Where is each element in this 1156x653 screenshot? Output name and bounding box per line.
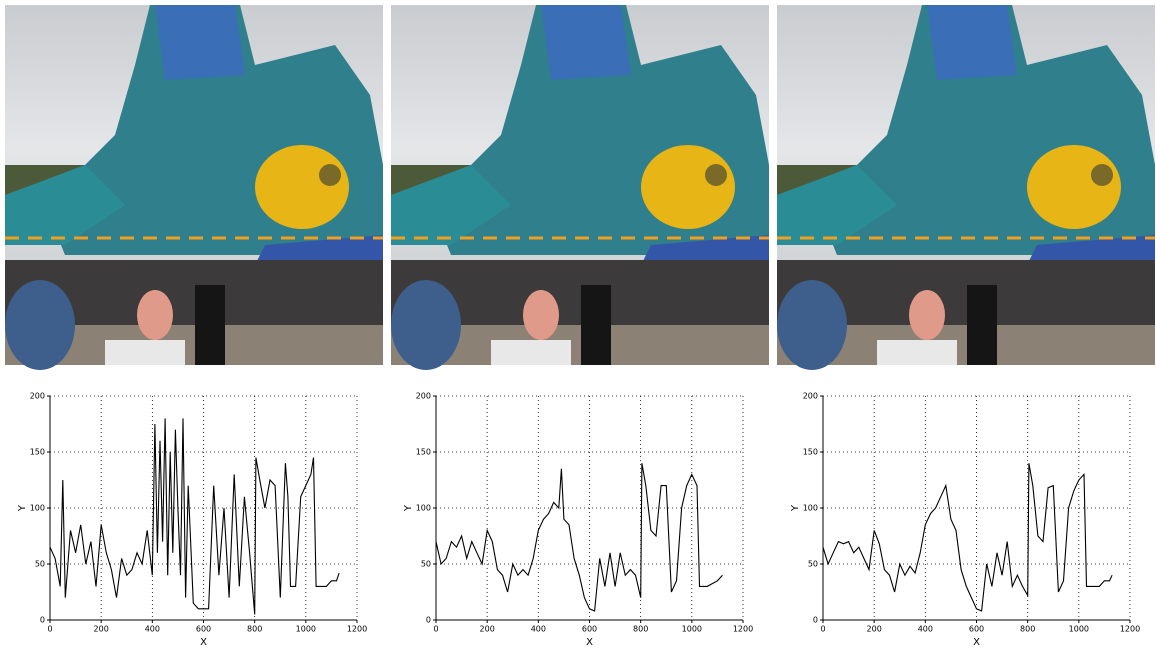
y-tick-label: 100: [803, 504, 818, 513]
x-tick-label: 0: [820, 625, 825, 634]
data-line: [50, 418, 339, 614]
x-axis-label: X: [973, 637, 980, 648]
data-line: [823, 463, 1112, 611]
y-tick-label: 200: [803, 392, 818, 401]
x-tick-label: 1000: [296, 625, 316, 634]
x-tick-label: 0: [433, 625, 438, 634]
x-tick-label: 400: [145, 625, 160, 634]
x-tick-label: 200: [94, 625, 109, 634]
x-tick-label: 1200: [733, 625, 753, 634]
y-tick-label: 50: [808, 560, 818, 569]
y-axis-label: Y: [17, 504, 28, 512]
x-tick-label: 400: [918, 625, 933, 634]
y-tick-label: 0: [426, 616, 431, 625]
x-tick-label: 200: [867, 625, 882, 634]
y-tick-label: 0: [40, 616, 45, 625]
x-tick-label: 800: [1020, 625, 1035, 634]
x-tick-label: 1000: [1069, 625, 1089, 634]
y-axis-label: Y: [403, 504, 414, 512]
x-tick-label: 200: [480, 625, 495, 634]
y-tick-label: 150: [30, 448, 45, 457]
x-tick-label: 800: [633, 625, 648, 634]
data-line: [436, 463, 723, 611]
photo: [391, 5, 769, 370]
y-axis-label: Y: [790, 504, 801, 512]
photo: [5, 5, 383, 370]
x-tick-label: 1200: [1120, 625, 1140, 634]
x-tick-label: 1000: [682, 625, 702, 634]
figure: 050100150200020040060080010001200XY05010…: [0, 0, 1156, 649]
y-tick-label: 100: [416, 504, 431, 513]
y-tick-label: 150: [803, 448, 818, 457]
photo: [777, 5, 1155, 370]
y-tick-label: 200: [30, 392, 45, 401]
x-tick-label: 600: [582, 625, 597, 634]
y-tick-label: 50: [421, 560, 431, 569]
x-axis-label: X: [200, 637, 207, 648]
x-tick-label: 800: [247, 625, 262, 634]
y-tick-label: 50: [35, 560, 45, 569]
x-tick-label: 400: [531, 625, 546, 634]
x-tick-label: 600: [196, 625, 211, 634]
x-tick-label: 600: [969, 625, 984, 634]
y-tick-label: 0: [813, 616, 818, 625]
y-tick-label: 150: [416, 448, 431, 457]
x-tick-label: 1200: [347, 625, 367, 634]
y-tick-label: 200: [416, 392, 431, 401]
x-axis-label: X: [586, 637, 593, 648]
y-tick-label: 100: [30, 504, 45, 513]
x-tick-label: 0: [47, 625, 52, 634]
